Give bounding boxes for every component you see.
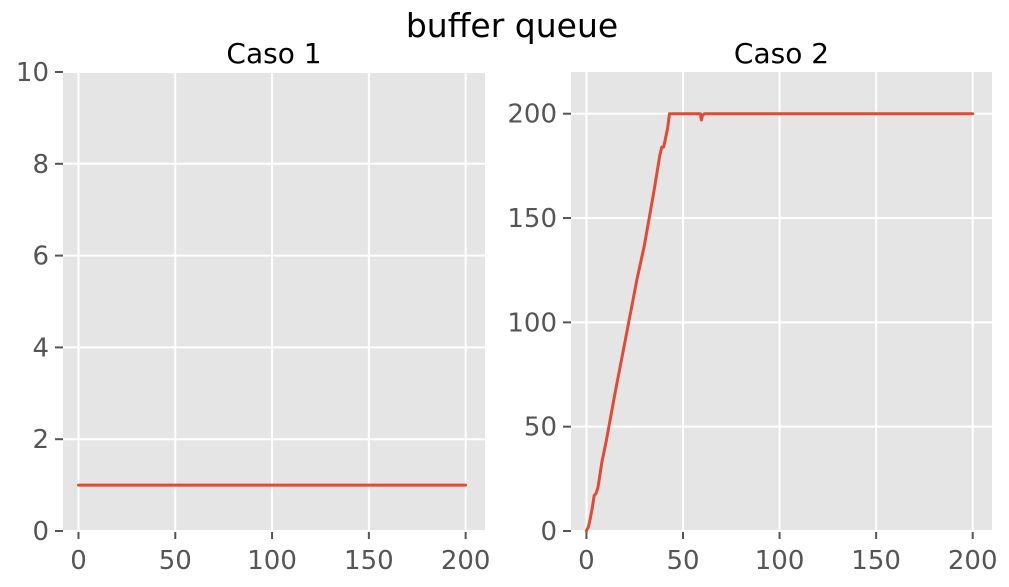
x-tick-label: 0 — [70, 546, 87, 576]
y-tick-label: 100 — [507, 308, 557, 338]
y-tick-label: 6 — [32, 242, 49, 272]
subplot-caso-2: 0 50 100 150 200 0 50 100 150 200 Caso 2 — [507, 37, 997, 576]
subplot-caso-1: 0 50 100 150 200 0 2 4 6 8 10 Caso 1 — [16, 37, 491, 576]
x-tick-label: 150 — [344, 546, 394, 576]
subplot-title: Caso 2 — [734, 37, 829, 70]
x-tick-label: 100 — [755, 546, 805, 576]
x-tick-label: 100 — [247, 546, 297, 576]
x-tick-label: 50 — [666, 546, 699, 576]
plot-area — [571, 72, 992, 531]
x-tick-label: 200 — [441, 546, 491, 576]
y-tick-label: 0 — [32, 517, 49, 547]
series-line-0 — [584, 112, 975, 533]
subplot-title: Caso 1 — [226, 37, 321, 70]
y-tick-label: 8 — [32, 150, 49, 180]
y-tick-label: 0 — [540, 517, 557, 547]
x-tick-label: 200 — [948, 546, 998, 576]
y-tick-label: 2 — [32, 425, 49, 455]
x-tick-label: 50 — [159, 546, 192, 576]
y-tick-label: 50 — [524, 413, 557, 443]
y-tick-label: 4 — [32, 333, 49, 363]
plot-area — [63, 72, 485, 531]
y-tick-label: 150 — [507, 204, 557, 234]
figure-title: buffer queue — [406, 6, 618, 45]
y-tick-label: 10 — [16, 58, 49, 88]
x-tick-label: 0 — [578, 546, 595, 576]
x-tick-label: 150 — [851, 546, 901, 576]
y-tick-label: 200 — [507, 100, 557, 130]
